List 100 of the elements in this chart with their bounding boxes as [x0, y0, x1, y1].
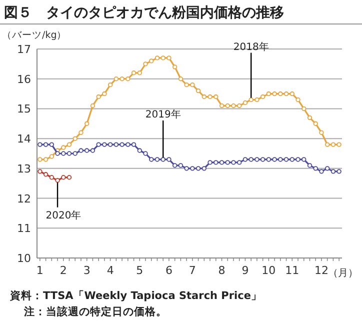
y-tick-label: 11 — [17, 222, 31, 236]
point — [160, 56, 166, 60]
point — [38, 157, 42, 162]
point — [96, 94, 101, 100]
point — [278, 157, 283, 162]
x-tick-label: 3 — [83, 264, 90, 277]
point — [43, 172, 48, 177]
point — [254, 157, 260, 162]
x-tick-label: 9 — [242, 264, 249, 277]
point — [248, 157, 254, 162]
point — [43, 157, 48, 162]
point — [154, 56, 160, 60]
point — [66, 142, 72, 147]
y-tick-label: 16 — [17, 72, 31, 86]
point — [242, 157, 248, 162]
text: 資料：TTSA「Weekly Tapioca Starch Price」 — [9, 289, 262, 302]
y-tick-label: 10 — [17, 252, 31, 265]
point — [208, 94, 212, 100]
point — [272, 91, 277, 96]
point — [90, 103, 96, 108]
y-tick-label: 15 — [17, 102, 31, 116]
point — [55, 151, 60, 156]
point — [190, 166, 195, 171]
x-tick-label: 1 — [36, 264, 44, 277]
x-tick-label: 12 — [314, 264, 328, 277]
point — [172, 64, 178, 70]
x-axis-title: （月） — [328, 268, 358, 279]
x-tick-label: 11 — [285, 264, 300, 277]
point — [49, 142, 54, 147]
point — [296, 97, 300, 102]
point — [160, 157, 166, 162]
point — [272, 157, 277, 162]
point — [55, 178, 60, 183]
point — [90, 148, 96, 153]
point — [108, 82, 113, 88]
point — [266, 157, 272, 162]
point — [290, 91, 294, 96]
point — [49, 175, 54, 180]
point — [296, 157, 300, 162]
point — [131, 70, 136, 76]
point — [231, 103, 236, 108]
x-tick-label: 8 — [218, 264, 226, 277]
point — [196, 88, 201, 94]
point — [43, 142, 48, 147]
point — [290, 157, 294, 162]
x-tick-label: 2 — [60, 264, 67, 277]
point — [302, 157, 306, 162]
point — [225, 103, 230, 108]
point — [307, 163, 312, 168]
point — [313, 166, 318, 171]
point — [319, 169, 324, 174]
point — [143, 151, 148, 156]
y-tick-label: 14 — [17, 132, 31, 146]
point — [178, 76, 184, 82]
point — [137, 70, 142, 76]
point — [178, 163, 184, 168]
text: 注：当該週の特定日の価格。 — [23, 305, 167, 318]
x-tick-label: 7 — [188, 264, 196, 277]
point — [266, 91, 272, 96]
point — [260, 157, 266, 162]
point — [78, 130, 84, 135]
point — [131, 142, 136, 147]
point — [154, 157, 160, 162]
point — [96, 142, 101, 147]
point — [49, 154, 54, 159]
point — [114, 76, 119, 82]
point — [84, 121, 90, 126]
point — [149, 58, 154, 64]
x-tick-label: 4 — [106, 264, 114, 277]
point — [172, 163, 178, 168]
point — [237, 103, 242, 108]
point — [108, 142, 113, 147]
point — [313, 121, 318, 126]
point — [196, 166, 201, 171]
point — [214, 160, 218, 165]
point — [38, 142, 42, 147]
point — [149, 157, 154, 162]
point — [307, 115, 312, 120]
point — [72, 151, 78, 156]
y-tick-label: 12 — [17, 192, 31, 206]
point — [336, 169, 342, 174]
point — [72, 136, 78, 141]
point — [66, 151, 72, 156]
point — [248, 97, 254, 102]
point — [231, 160, 236, 165]
point — [324, 142, 330, 147]
annotation: 2020年 — [46, 209, 82, 222]
point — [190, 82, 195, 88]
point — [84, 148, 90, 153]
point — [120, 76, 124, 82]
point — [166, 157, 172, 162]
point — [260, 94, 266, 100]
point — [219, 103, 224, 108]
point — [336, 142, 342, 147]
x-tick-label: 10 — [262, 264, 276, 277]
point — [284, 91, 289, 96]
point — [184, 82, 189, 88]
point — [137, 148, 142, 153]
point — [330, 169, 336, 174]
point — [61, 151, 66, 156]
